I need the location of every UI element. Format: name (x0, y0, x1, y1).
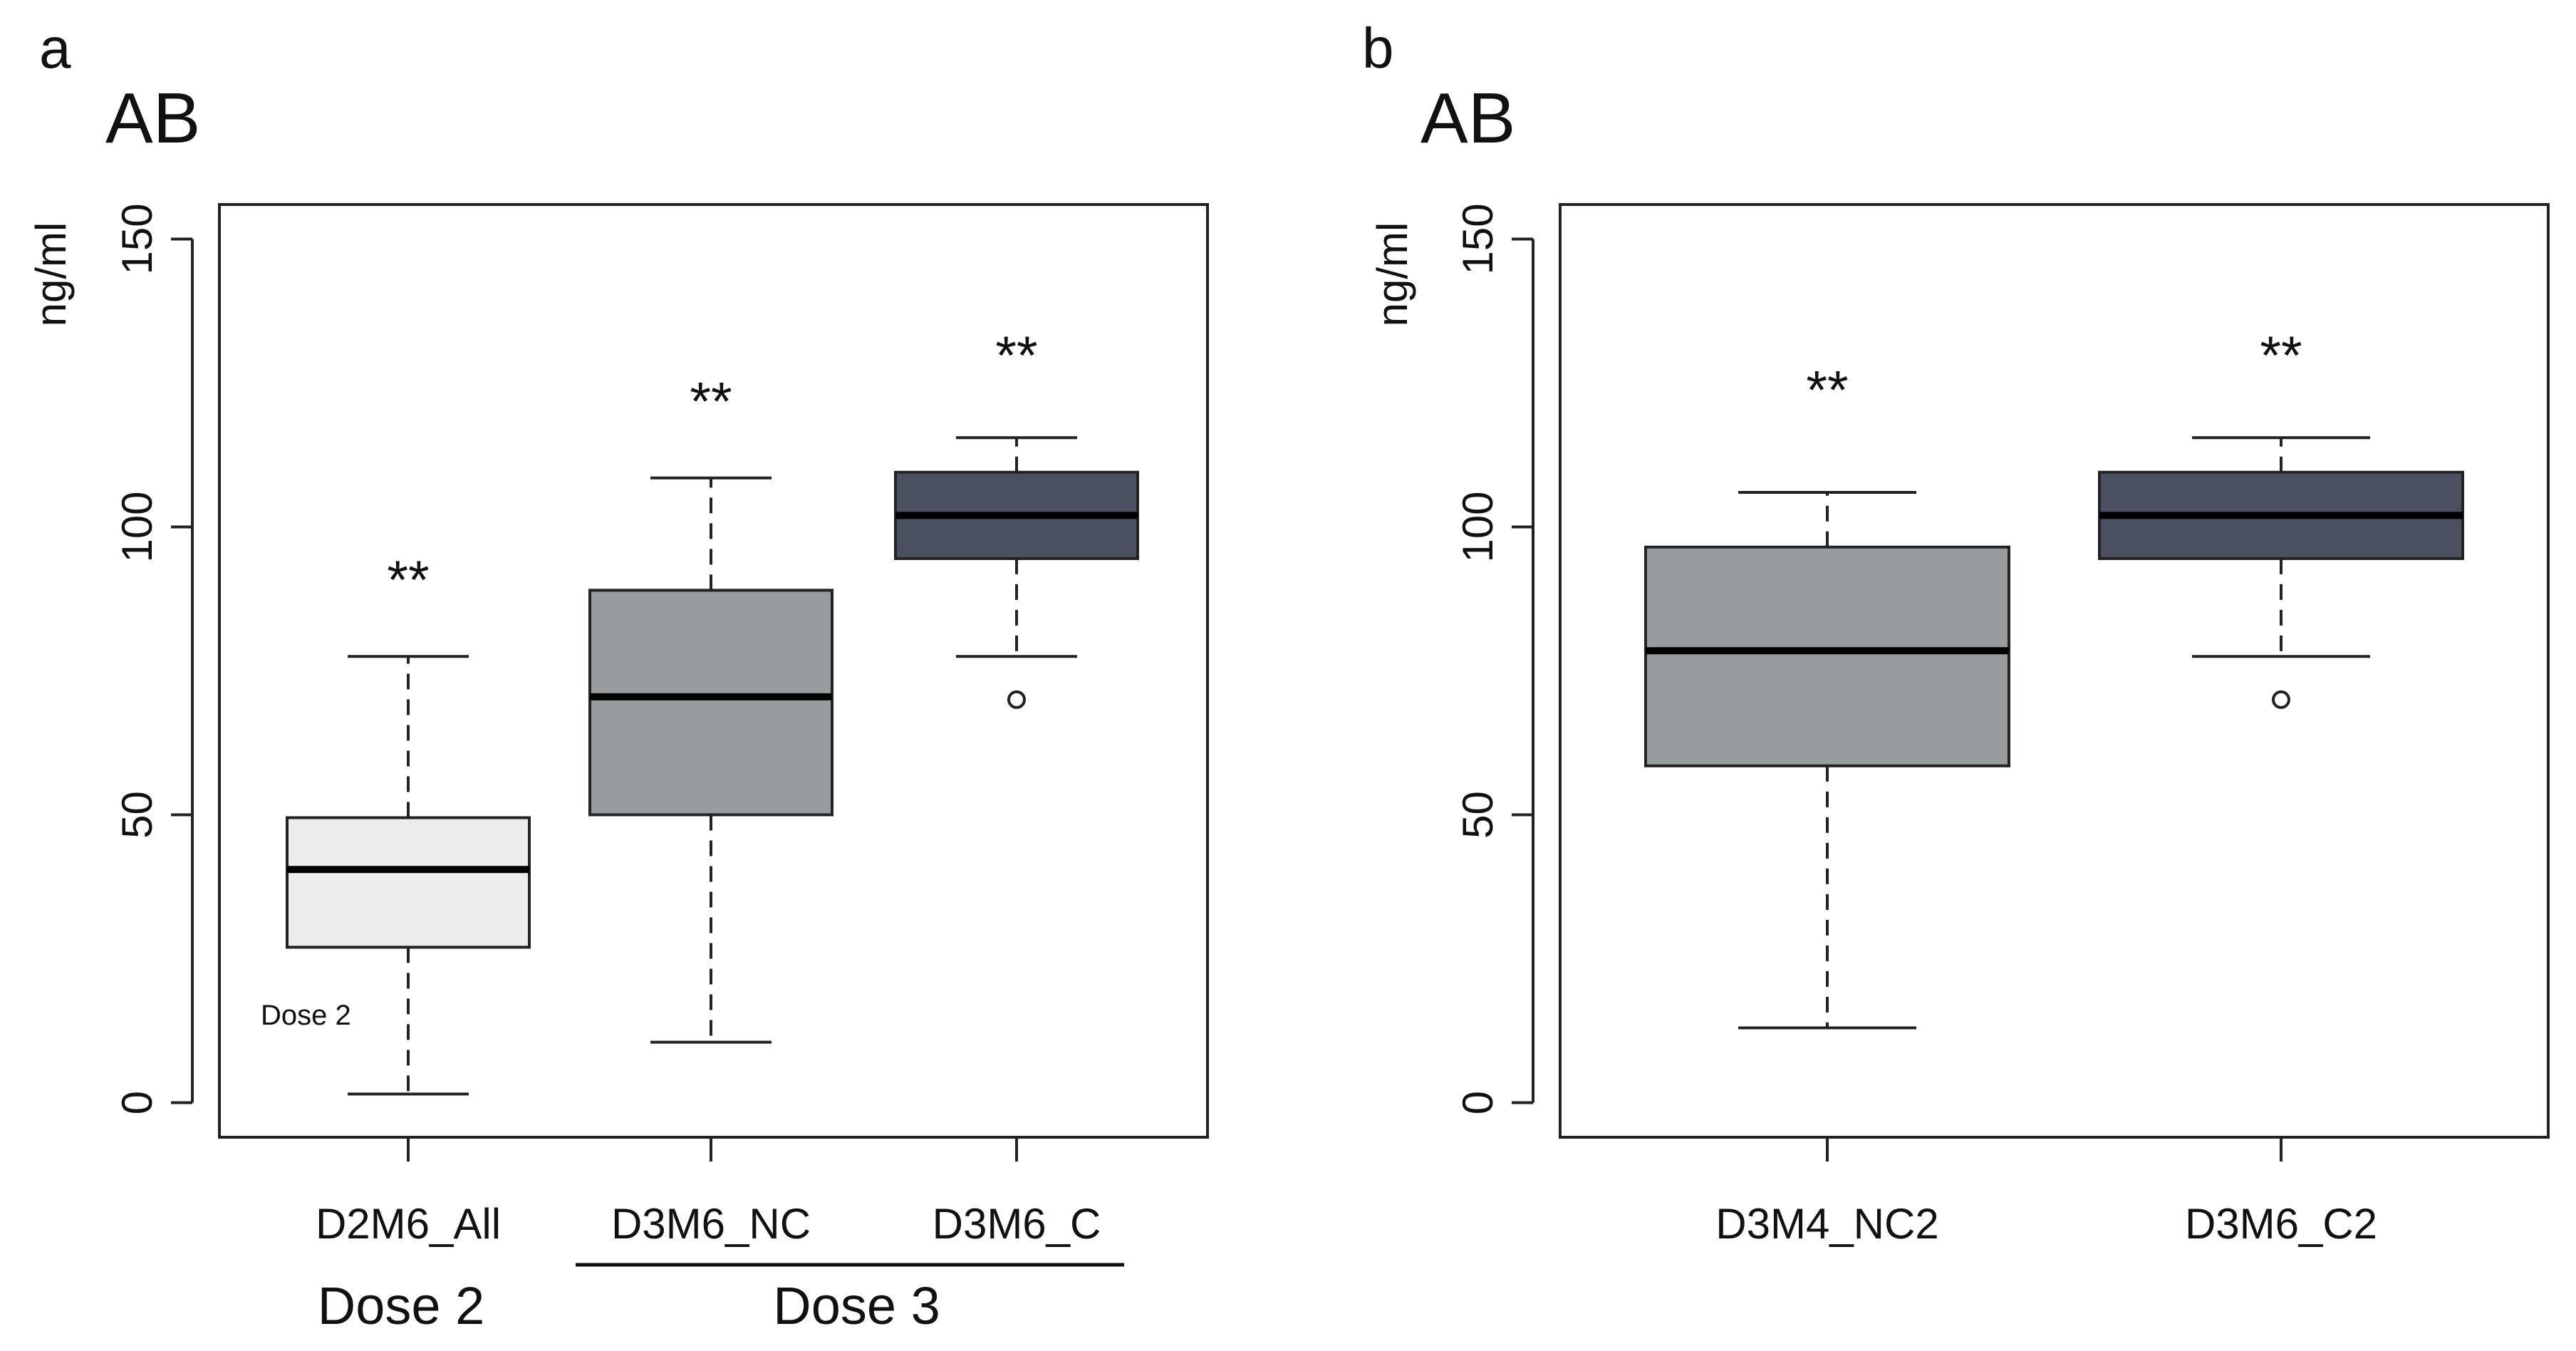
x-tick-label: D2M6_All (316, 1200, 501, 1248)
outlier-point (2272, 690, 2290, 709)
significance-marker: ** (2260, 326, 2302, 386)
x-tick-label: D3M6_NC (611, 1200, 811, 1248)
plot-frame (1559, 203, 2550, 1139)
x-tick-label: D3M6_C (933, 1200, 1101, 1248)
panel-label: b (1362, 16, 1394, 80)
y-tick-label: 50 (113, 791, 161, 839)
box-iqr (1644, 545, 2010, 767)
group-label: Dose 3 (773, 1276, 940, 1335)
y-tick-label: 100 (1454, 491, 1502, 562)
y-tick-label: 50 (1454, 791, 1502, 839)
chart-title: AB (1421, 78, 1515, 158)
y-axis-label: ng/ml (1368, 222, 1416, 327)
x-tick-label: D3M4_NC2 (1715, 1200, 1938, 1248)
box-D3M6_NC: ** (588, 372, 833, 1044)
y-axis-label: ng/ml (27, 222, 75, 327)
box-iqr (286, 816, 531, 949)
group-label: Dose 2 (318, 1276, 484, 1335)
panel-label: a (39, 16, 71, 80)
significance-marker: ** (1806, 361, 1848, 421)
plot-frame (218, 203, 1209, 1139)
x-tick-label: D3M6_C2 (2185, 1200, 2377, 1248)
significance-marker: ** (690, 372, 732, 433)
y-tick-label: 0 (1454, 1091, 1502, 1114)
significance-marker: ** (387, 550, 429, 611)
panel-b: b AB ng/ml 0 50 100 150 ** D3M4_NC2 ** D3M6_C2 (1362, 16, 2550, 1248)
y-tick-label: 100 (113, 491, 161, 562)
significance-marker: ** (995, 326, 1037, 386)
y-tick-label: 0 (113, 1091, 161, 1114)
panel-a: a AB ng/ml 0 50 100 150 ** D2M6_All ** D3M6_NC ** D3… (27, 16, 1209, 1335)
chart-title: AB (105, 78, 200, 158)
box-iqr (588, 589, 833, 817)
box-D3M6_C2: ** (2098, 326, 2464, 709)
inner-dose-label: Dose 2 (261, 1000, 351, 1031)
box-D2M6_All: ** (286, 550, 531, 1096)
y-tick-label: 150 (1454, 203, 1502, 274)
y-tick-label: 150 (113, 203, 161, 274)
outlier-point (1007, 690, 1026, 709)
box-D3M6_C: ** (894, 326, 1139, 709)
box-D3M4_NC2: ** (1644, 361, 2010, 1030)
